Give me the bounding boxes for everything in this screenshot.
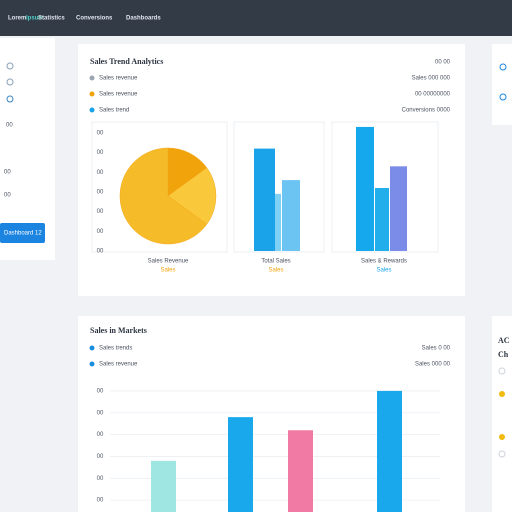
sidebar-label: 00 xyxy=(6,123,13,129)
bar xyxy=(377,390,402,512)
sidebar-button[interactable] xyxy=(0,223,45,243)
y-tick-label: 00 xyxy=(97,389,104,395)
y-tick-label: 00 xyxy=(97,190,104,196)
sidebar-button-label[interactable]: Dashboard 12 xyxy=(4,231,42,237)
sidebar-label: 00 xyxy=(4,193,11,199)
legend-label: Sales revenue xyxy=(99,362,138,368)
legend-label: Sales revenue xyxy=(99,92,138,98)
pie-slice xyxy=(119,147,208,245)
bar xyxy=(228,417,253,512)
y-tick-label: 00 xyxy=(97,249,104,255)
y-tick-label: 00 xyxy=(97,410,104,416)
pie-slice xyxy=(167,167,217,225)
icon xyxy=(498,367,506,375)
bar xyxy=(375,187,389,251)
stat: 00 00 xyxy=(435,60,451,66)
bar xyxy=(275,193,281,251)
bar xyxy=(151,460,176,512)
icon[interactable] xyxy=(6,95,14,103)
stat: Sales 000 000 xyxy=(412,76,451,82)
bar xyxy=(390,166,407,251)
nav-item[interactable]: Conversions xyxy=(76,16,113,22)
side-label: AC xyxy=(498,336,510,345)
chart-caption: Sales & Rewards xyxy=(361,259,407,265)
side-label: Ch xyxy=(498,350,509,359)
icon[interactable] xyxy=(6,78,14,86)
y-tick-label: 00 xyxy=(97,432,104,438)
icon[interactable] xyxy=(6,62,14,70)
y-tick-label: 00 xyxy=(97,170,104,176)
panel-title: Sales Trend Analytics xyxy=(90,57,163,66)
legend-label: Sales trend xyxy=(99,108,129,114)
side-panel xyxy=(492,44,512,125)
bar xyxy=(356,126,374,251)
icon xyxy=(499,391,505,397)
chart-subcaption: Sales xyxy=(160,268,175,274)
icon[interactable] xyxy=(499,93,507,101)
stat: Sales 000 00 xyxy=(415,362,451,368)
y-tick-label: 00 xyxy=(97,209,104,215)
bar xyxy=(282,180,300,251)
icon[interactable] xyxy=(499,63,507,71)
market-panel xyxy=(78,316,465,512)
y-tick-label: 00 xyxy=(97,498,104,504)
legend-dot xyxy=(89,91,95,97)
nav-bar xyxy=(0,0,512,36)
stat: 00 00000000 xyxy=(415,92,451,98)
stat: Sales 0 00 xyxy=(422,346,451,352)
y-tick-label: 00 xyxy=(97,150,104,156)
chart-caption: Total Sales xyxy=(261,259,290,265)
bar xyxy=(254,148,275,251)
legend-dot xyxy=(89,75,95,81)
chart-caption: Sales Revenue xyxy=(148,259,189,265)
icon xyxy=(498,450,506,458)
legend-label: Sales trends xyxy=(99,346,132,352)
y-tick-label: 00 xyxy=(97,476,104,482)
legend-dot xyxy=(89,107,95,113)
legend-label: Sales revenue xyxy=(99,76,138,82)
chart-subcaption: Sales xyxy=(376,268,391,274)
panel-title: Sales in Markets xyxy=(90,326,147,335)
legend-dot xyxy=(89,345,95,351)
y-tick-label: 00 xyxy=(97,130,104,136)
stat: Conversions 0000 xyxy=(402,108,451,114)
nav-item[interactable]: Statistics xyxy=(38,16,65,22)
nav-item[interactable]: Dashboards xyxy=(126,16,161,22)
y-tick-label: 00 xyxy=(97,454,104,460)
side-panel xyxy=(492,316,512,512)
sidebar-label: 00 xyxy=(4,170,11,176)
icon xyxy=(499,434,505,440)
legend-dot xyxy=(89,361,95,367)
bar xyxy=(288,430,313,512)
brand[interactable]: Lorem xyxy=(8,16,26,22)
y-tick-label: 00 xyxy=(97,229,104,235)
brand-accent[interactable]: Ipsum xyxy=(26,16,44,22)
chart-subcaption: Sales xyxy=(268,268,283,274)
